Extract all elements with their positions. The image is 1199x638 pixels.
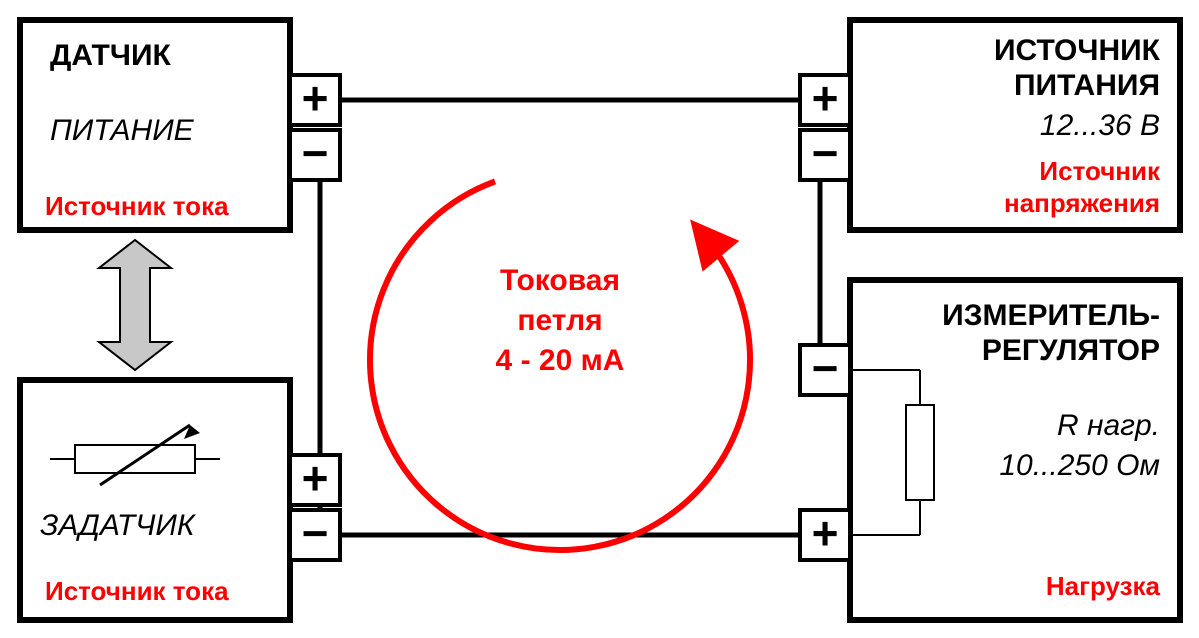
double-arrow-icon (99, 240, 171, 370)
block-setter: ЗАДАТЧИК Источник тока (20, 380, 290, 620)
minus-terminal: − (812, 127, 839, 179)
psu-title2: ПИТАНИЯ (1014, 69, 1160, 102)
plus-terminal: + (302, 452, 329, 504)
plus-terminal: + (812, 72, 839, 124)
sensor-red: Источник тока (45, 191, 229, 221)
load-red: Нагрузка (1046, 571, 1161, 601)
center-label-2: петля (517, 304, 602, 337)
load-sub: R нагр. (1057, 409, 1160, 442)
setter-sub: ЗАДАТЧИК (40, 509, 197, 542)
center-label-3: 4 - 20 мА (496, 344, 625, 377)
center-label-1: Токовая (500, 264, 620, 297)
block-psu: ИСТОЧНИКПИТАНИЯ 12...36 В Источникнапряжен… (850, 20, 1180, 230)
minus-terminal: − (812, 342, 839, 394)
plus-terminal: + (812, 507, 839, 559)
minus-terminal: − (302, 127, 329, 179)
load-title2: РЕГУЛЯТОР (982, 334, 1160, 367)
sensor-title: ДАТЧИК (50, 39, 172, 72)
load-title: ИЗМЕРИТЕЛЬ- (942, 299, 1160, 332)
psu-red2: напряжения (1004, 188, 1160, 218)
current-loop-diagram: ДАТЧИКПИТАНИЕИсточник тока+−ЗАДАТЧИКИсто… (0, 0, 1199, 638)
wire (820, 155, 850, 370)
psu-red: Источник (1039, 156, 1161, 186)
load-sub2: 10...250 Ом (999, 449, 1160, 482)
block-sensor: ДАТЧИК ПИТАНИЕ Источник тока (20, 20, 290, 230)
plus-terminal: + (302, 72, 329, 124)
minus-terminal: − (302, 507, 329, 559)
block-load: ИЗМЕРИТЕЛЬ-РЕГУЛЯТОР R нагр. 10...250 Ом На… (850, 280, 1180, 620)
setter-red: Источник тока (45, 576, 229, 606)
psu-sub: 12...36 В (1040, 109, 1160, 142)
sensor-sub: ПИТАНИЕ (50, 114, 195, 147)
psu-title: ИСТОЧНИК (994, 34, 1161, 67)
resistor-icon (906, 405, 934, 500)
